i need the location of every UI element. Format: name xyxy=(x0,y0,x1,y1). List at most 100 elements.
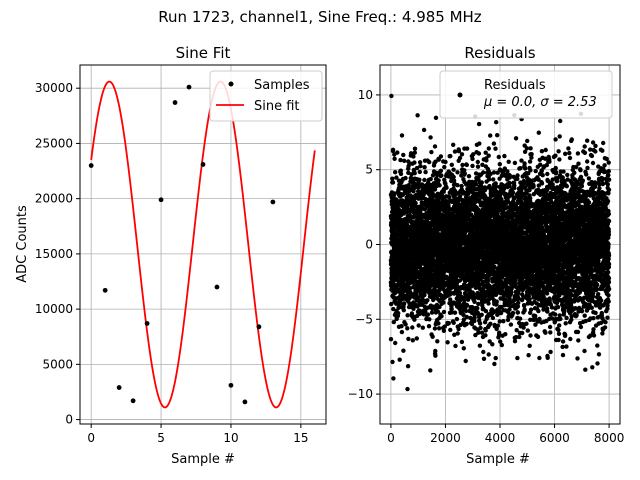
residual-point xyxy=(455,183,460,188)
residual-point xyxy=(451,320,456,325)
residual-point xyxy=(407,301,412,306)
sine-fit-y-tick-label: 30000 xyxy=(35,81,73,95)
residual-point xyxy=(439,173,444,178)
residual-point xyxy=(427,317,432,322)
residual-point xyxy=(507,175,512,180)
residual-point xyxy=(497,330,502,335)
sine-fit-x-tick-label: 15 xyxy=(293,431,308,445)
residual-point xyxy=(461,346,466,351)
residual-point xyxy=(497,162,502,167)
residual-point xyxy=(417,160,423,165)
residual-point xyxy=(436,321,441,326)
residual-point xyxy=(501,319,506,324)
residual-point xyxy=(436,178,441,183)
sample-point xyxy=(88,163,94,168)
sine-fit-y-tick-label: 0 xyxy=(65,413,73,427)
residual-point xyxy=(401,348,406,353)
sine-fit-legend-box xyxy=(209,70,323,122)
residual-point xyxy=(428,368,433,373)
residual-point xyxy=(522,161,527,166)
sine-fit-y-axis-label: ADC Counts xyxy=(15,205,30,283)
legend-samples-label: Samples xyxy=(254,78,310,93)
residual-point xyxy=(512,160,518,166)
residual-point xyxy=(421,127,427,133)
sample-point xyxy=(242,399,248,405)
sample-point xyxy=(270,199,276,205)
residual-point xyxy=(451,167,456,172)
residual-point xyxy=(433,293,439,298)
residual-point xyxy=(433,353,438,358)
residual-point xyxy=(416,323,421,328)
residual-point xyxy=(388,337,394,342)
residual-point xyxy=(476,301,481,307)
residual-point xyxy=(426,324,432,329)
sine-fit-legend: Samples Sine fit xyxy=(209,70,323,122)
sample-point xyxy=(186,84,192,90)
residuals-plot-area xyxy=(388,93,612,392)
sine-fit-x-tick-label: 10 xyxy=(223,431,238,445)
residual-point xyxy=(433,115,439,121)
residual-point xyxy=(389,93,394,99)
residual-point xyxy=(429,310,435,315)
sine-fit-title: Sine Fit xyxy=(176,44,231,62)
residual-point xyxy=(486,153,491,158)
residual-point xyxy=(398,157,403,163)
residual-point xyxy=(494,120,499,125)
residual-point xyxy=(398,171,404,177)
residual-point xyxy=(399,324,404,329)
residual-point xyxy=(515,355,520,361)
residual-point xyxy=(477,321,483,326)
residual-point xyxy=(520,330,525,336)
residual-point xyxy=(417,308,422,313)
residual-point xyxy=(432,326,438,331)
sine-fit-x-axis-label: Sample # xyxy=(171,452,235,467)
sample-point xyxy=(116,385,122,390)
sine-fit-y-tick-label: 15000 xyxy=(35,247,73,261)
residual-point xyxy=(432,187,438,192)
residual-point xyxy=(513,136,519,141)
residual-point xyxy=(428,135,433,140)
residual-point xyxy=(491,177,496,182)
residual-point xyxy=(406,336,411,342)
sine-fit-line xyxy=(90,80,316,409)
sample-point xyxy=(214,284,220,290)
residual-point xyxy=(493,355,498,361)
residual-point xyxy=(510,190,516,195)
residual-point xyxy=(455,170,460,175)
residual-point xyxy=(481,349,486,355)
residual-point xyxy=(401,152,406,158)
residual-point xyxy=(441,309,447,315)
residual-point xyxy=(433,159,438,164)
residual-point xyxy=(483,333,488,338)
sine-fit-x-tick-label: 5 xyxy=(157,431,165,445)
residual-point xyxy=(394,175,399,180)
residual-point xyxy=(428,176,433,182)
residual-point xyxy=(475,306,480,311)
residual-point xyxy=(432,144,438,149)
legend-sine-fit-label: Sine fit xyxy=(254,99,300,114)
residual-point xyxy=(508,290,514,295)
residual-point xyxy=(438,154,444,159)
residual-point xyxy=(512,183,517,188)
residual-point xyxy=(472,315,477,320)
residual-point xyxy=(479,312,484,317)
residual-point xyxy=(493,146,498,151)
residual-point xyxy=(392,291,397,296)
residual-point xyxy=(518,166,523,171)
residual-point xyxy=(503,332,508,337)
residual-point xyxy=(414,336,419,341)
residual-point xyxy=(456,149,462,154)
residual-point xyxy=(492,361,497,367)
residual-point xyxy=(479,180,484,185)
residual-point xyxy=(454,316,460,322)
residual-point xyxy=(390,359,395,365)
residual-point xyxy=(475,164,481,169)
residual-point xyxy=(411,154,416,159)
residual-point xyxy=(389,301,394,307)
residual-point xyxy=(433,348,438,354)
residual-point xyxy=(422,165,427,170)
sine-fit-y-tick-label: 5000 xyxy=(42,357,73,371)
residual-point xyxy=(486,352,491,357)
residual-point xyxy=(464,162,469,168)
